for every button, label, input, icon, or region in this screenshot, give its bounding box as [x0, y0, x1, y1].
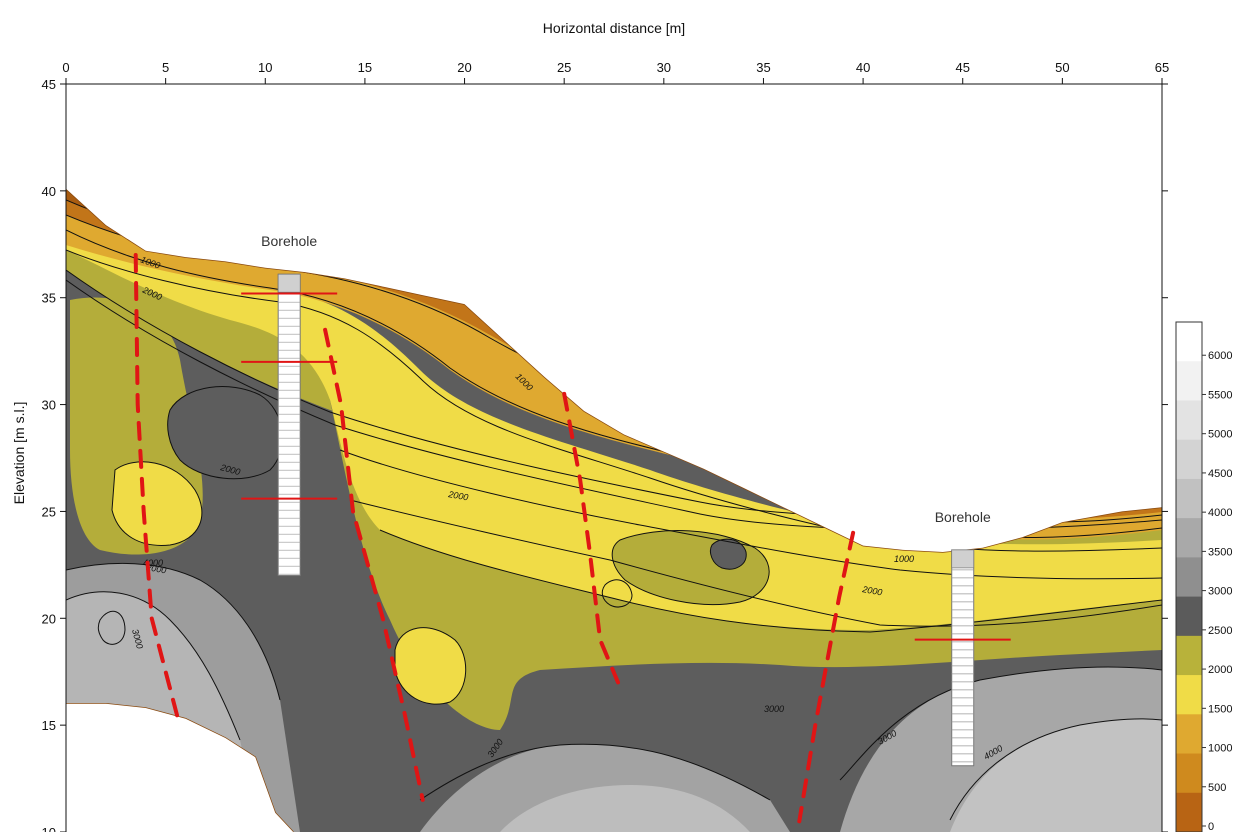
borehole: Borehole [914, 509, 1011, 767]
x-tick-label: 0 [62, 60, 69, 75]
colorbar-label: 500 [1208, 782, 1226, 794]
y-tick-label: 20 [42, 611, 56, 626]
dark-center-pocket [710, 539, 747, 570]
colorbar-swatch [1176, 635, 1202, 676]
colorbar-label: 1000 [1208, 743, 1232, 755]
x-tick-label: 10 [258, 60, 272, 75]
axis-frame [65, 83, 1163, 832]
contour-label: 2000 [145, 562, 167, 576]
colorbar: 6000550050004500400035003000250020001500… [1175, 321, 1232, 832]
colorbar-label: 5000 [1208, 429, 1232, 441]
boreholes: Borehole Borehole [241, 233, 1011, 767]
colorbar-swatch [1176, 753, 1202, 794]
y-tick-label: 45 [42, 77, 56, 92]
y-tick-label: 35 [42, 291, 56, 306]
x-tick-label: 65 [1155, 60, 1169, 75]
deep-zone-right-inner [950, 718, 1162, 832]
colorbar-label: 3500 [1208, 546, 1232, 558]
colorbar-label: 5500 [1208, 389, 1232, 401]
borehole-column [277, 273, 301, 577]
contour-labels: 1000 2000 2000 2000 2000 3000 4000 3000 … [130, 254, 1004, 761]
colorbar-label: 3000 [1208, 586, 1232, 598]
colorbar-swatch [1176, 400, 1202, 441]
colorbar-label: 4000 [1208, 507, 1232, 519]
olive-lower-pocket [395, 627, 466, 705]
fault-line [323, 327, 425, 802]
x-tick-label: 30 [657, 60, 671, 75]
y-tick-label: 30 [42, 398, 56, 413]
below-base-mask [66, 703, 294, 832]
colorbar-label: 0 [1208, 821, 1214, 832]
x-tick-label: 40 [856, 60, 870, 75]
x-tick-label: 20 [457, 60, 471, 75]
colorbar-label: 2000 [1208, 664, 1232, 676]
x-tick-label: 50 [1055, 60, 1069, 75]
colorbar-swatch [1176, 361, 1202, 401]
colorbar-frame [1175, 321, 1203, 832]
fault-line [133, 253, 182, 728]
colorbar-swatch [1176, 518, 1202, 558]
y-tick-label: 25 [42, 504, 56, 519]
fault-line [797, 530, 856, 824]
colorbar-swatch [1176, 596, 1202, 637]
borehole-cap [277, 273, 301, 293]
colorbar-swatch [1176, 557, 1202, 598]
x-tick-label: 45 [955, 60, 969, 75]
above-surface-mask [66, 84, 1162, 552]
y-tick-label: 10 [42, 825, 56, 832]
y-axis-title: Elevation [m s.l.] [11, 402, 27, 505]
fault-lines [133, 253, 856, 824]
yellow-layer [66, 230, 1162, 630]
y-tick-label: 40 [42, 184, 56, 199]
colorbar-label: 6000 [1208, 350, 1232, 362]
x-tick-label: 5 [162, 60, 169, 75]
colorbar-swatch [1176, 439, 1202, 480]
colorbar-swatch [1176, 714, 1202, 755]
borehole: Borehole [241, 233, 338, 577]
colorbar-label: 1500 [1208, 703, 1232, 715]
contour-label: 2000 [861, 584, 883, 598]
contour-label: 2000 [447, 489, 469, 503]
colorbar-swatch [1176, 792, 1202, 832]
colorbar-label: 2500 [1208, 625, 1232, 637]
yellow-left-cell [112, 461, 202, 546]
borehole-label: Borehole [261, 233, 317, 249]
y-tick-label: 15 [42, 718, 56, 733]
borehole-cap [951, 549, 975, 569]
x-ticks: 0 5 10 15 20 25 30 35 40 45 50 65 [62, 60, 1169, 84]
colorbar-swatch [1176, 322, 1202, 362]
fault-line [562, 391, 620, 685]
x-axis-title: Horizontal distance [m] [543, 20, 685, 36]
x-tick-label: 25 [557, 60, 571, 75]
contour-label: 3000 [764, 704, 784, 714]
deep-zone-center-inner [500, 785, 750, 832]
y-ticks: 45 40 35 30 25 20 15 10 [42, 77, 1168, 832]
x-tick-label: 15 [358, 60, 372, 75]
contour-label: 1000 [894, 554, 914, 564]
borehole-label: Borehole [935, 509, 991, 525]
x-tick-label: 35 [756, 60, 770, 75]
colorbar-label: 4500 [1208, 468, 1232, 480]
colorbar-swatch [1176, 478, 1202, 519]
colorbar-swatch [1176, 675, 1202, 715]
dark-left-pocket [167, 386, 283, 479]
contour-label: 4000 [143, 558, 163, 568]
